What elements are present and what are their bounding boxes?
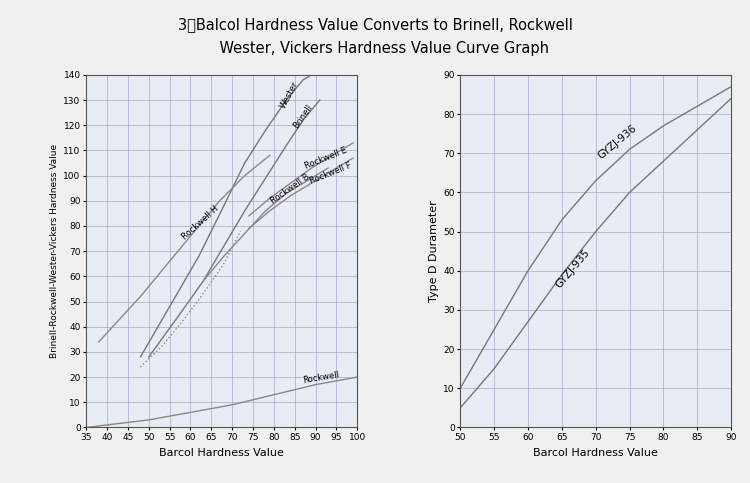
Text: Wester: Wester: [278, 80, 300, 110]
Text: GYZJ-936: GYZJ-936: [596, 123, 639, 161]
Text: 3、Balcol Hardness Value Converts to Brinell, Rockwell: 3、Balcol Hardness Value Converts to Brin…: [178, 17, 572, 32]
Text: Rockwell B: Rockwell B: [268, 172, 311, 206]
X-axis label: Barcol Hardness Value: Barcol Hardness Value: [159, 448, 284, 457]
Text: Brinell: Brinell: [292, 103, 314, 130]
Text: Rockwell F: Rockwell F: [308, 161, 352, 185]
Text: Rockwell H: Rockwell H: [180, 204, 220, 241]
Y-axis label: Brinell-Rockwell-Wester-Vickers Hardness Value: Brinell-Rockwell-Wester-Vickers Hardness…: [50, 144, 59, 358]
Text: Rockwell: Rockwell: [302, 370, 340, 384]
Text: Rockwell E: Rockwell E: [304, 145, 349, 170]
X-axis label: Barcol Hardness Value: Barcol Hardness Value: [533, 448, 658, 457]
Text: Wester, Vickers Hardness Value Curve Graph: Wester, Vickers Hardness Value Curve Gra…: [201, 41, 549, 56]
Text: GYZJ-935: GYZJ-935: [554, 248, 592, 290]
Y-axis label: Type D Durameter: Type D Durameter: [429, 200, 439, 302]
